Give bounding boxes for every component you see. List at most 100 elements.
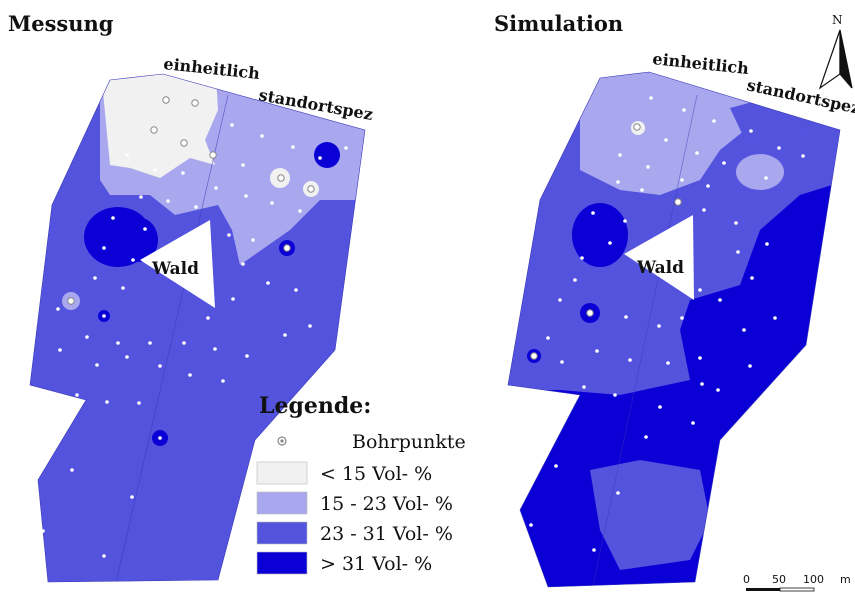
borehole-point <box>749 129 753 133</box>
borehole-point <box>702 208 706 212</box>
borehole-point <box>227 233 231 237</box>
borehole-point <box>308 324 312 328</box>
scale-tick-100: 100 <box>803 573 824 586</box>
map-simulation: Wald einheitlich standortspez <box>507 49 855 588</box>
legend-label: < 15 Vol- % <box>320 463 432 485</box>
borehole-point <box>266 281 270 285</box>
forest-area <box>140 220 215 308</box>
borehole-point <box>613 393 617 397</box>
scale-segment <box>746 588 780 591</box>
borehole-point <box>148 341 152 345</box>
borehole-point <box>162 96 170 104</box>
borehole-point <box>742 328 746 332</box>
zone-below-15 <box>100 74 218 178</box>
borehole-point <box>102 246 106 250</box>
borehole-point <box>191 99 199 107</box>
north-arrow-icon <box>839 29 853 89</box>
borehole-point <box>206 316 210 320</box>
borehole-point <box>270 201 274 205</box>
borehole-point <box>307 185 315 193</box>
borehole-point <box>93 276 97 280</box>
borehole-point <box>244 194 248 198</box>
borehole-point <box>573 278 577 282</box>
scale-unit: m <box>840 573 851 586</box>
borehole-point <box>560 360 564 364</box>
borehole-point <box>658 405 662 409</box>
borehole-point <box>181 171 185 175</box>
borehole-point <box>712 119 716 123</box>
borehole-point <box>734 221 738 225</box>
borehole-point <box>592 548 596 552</box>
borehole-point <box>139 195 143 199</box>
borehole-point <box>680 178 684 182</box>
legend-label: 15 - 23 Vol- % <box>320 493 453 515</box>
borehole-point <box>748 364 752 368</box>
borehole-point <box>718 298 722 302</box>
borehole-point <box>624 315 628 319</box>
legend: Legende: Bohrpunkte < 15 Vol- % 15 - 23 V… <box>256 393 466 575</box>
borehole-point <box>150 126 158 134</box>
borehole-point <box>131 258 135 262</box>
strip-divider <box>589 94 698 587</box>
borehole-point <box>283 244 291 252</box>
zone-23-31 <box>590 460 710 570</box>
borehole-point <box>121 286 125 290</box>
borehole-point <box>209 151 217 159</box>
borehole-point <box>130 495 134 499</box>
borehole-point <box>95 363 99 367</box>
borehole-point <box>70 468 74 472</box>
title-messung: Messung <box>8 11 114 36</box>
borehole-point <box>649 96 653 100</box>
borehole-point <box>344 146 348 150</box>
borehole-point <box>595 349 599 353</box>
borehole-point <box>546 336 550 340</box>
borehole-point <box>554 464 558 468</box>
scale-bar: 0 50 100 m <box>743 573 851 592</box>
borehole-point <box>214 186 218 190</box>
borehole-point <box>116 341 120 345</box>
borehole-point <box>530 352 538 360</box>
borehole-point <box>586 309 594 317</box>
legend-swatch <box>256 551 308 575</box>
borehole-point <box>231 297 235 301</box>
borehole-point <box>640 188 644 192</box>
north-label: N <box>832 13 843 27</box>
borehole-point <box>75 393 79 397</box>
borehole-point <box>765 242 769 246</box>
borehole-point <box>628 358 632 362</box>
borehole-point <box>698 356 702 360</box>
borehole-point <box>580 256 584 260</box>
borehole-point <box>646 165 650 169</box>
zone-above-31 <box>314 142 340 168</box>
borehole-point <box>194 205 198 209</box>
borehole-point <box>616 491 620 495</box>
borehole-point <box>777 146 781 150</box>
borehole-point <box>294 288 298 292</box>
legend-swatch <box>256 491 308 515</box>
borehole-point <box>158 436 162 440</box>
zone-above-31 <box>122 218 158 262</box>
borehole-point <box>680 316 684 320</box>
forest-label: Wald <box>151 259 199 279</box>
legend-label: > 31 Vol- % <box>320 553 432 575</box>
borehole-point <box>102 314 106 318</box>
borehole-point <box>277 174 285 182</box>
borehole-point <box>260 134 264 138</box>
borehole-point <box>750 276 754 280</box>
borehole-point <box>664 138 668 142</box>
borehole-point <box>318 156 322 160</box>
borehole-point <box>682 108 686 112</box>
forest-label: Wald <box>636 258 684 278</box>
boreholes-simulation <box>529 96 805 552</box>
borehole-point <box>125 355 129 359</box>
borehole-point <box>56 307 60 311</box>
borehole-point <box>706 184 710 188</box>
scale-tick-0: 0 <box>743 573 750 586</box>
borehole-point <box>529 523 533 527</box>
borehole-point <box>111 216 115 220</box>
strip-label-uniform: einheitlich <box>652 49 751 78</box>
zone-15-23 <box>736 154 784 190</box>
borehole-point <box>691 421 695 425</box>
borehole-point <box>102 554 106 558</box>
borehole-point <box>230 123 234 127</box>
